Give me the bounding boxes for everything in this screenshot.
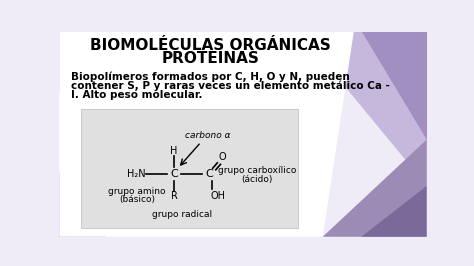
Text: H₂N: H₂N: [128, 169, 146, 179]
Text: (básico): (básico): [119, 194, 155, 203]
Text: grupo radical: grupo radical: [152, 210, 212, 219]
Text: I. Alto peso molecular.: I. Alto peso molecular.: [71, 90, 202, 100]
Text: PROTEINAS: PROTEINAS: [162, 51, 259, 66]
Polygon shape: [362, 32, 427, 140]
Polygon shape: [323, 140, 427, 237]
Text: grupo carboxílico: grupo carboxílico: [218, 166, 296, 175]
Text: C: C: [205, 169, 213, 179]
Polygon shape: [59, 32, 354, 237]
Polygon shape: [59, 32, 82, 94]
Text: contener S, P y raras veces un elemento metálico Ca -: contener S, P y raras veces un elemento …: [71, 81, 390, 91]
Text: H: H: [170, 146, 178, 156]
Text: BIOMOLÉCULAS ORGÁNICAS: BIOMOLÉCULAS ORGÁNICAS: [90, 38, 331, 53]
Text: carbono α: carbono α: [184, 131, 230, 140]
Text: O: O: [219, 152, 227, 162]
Text: (ácido): (ácido): [241, 175, 273, 184]
Polygon shape: [362, 186, 427, 237]
Bar: [81, 109, 298, 228]
Text: grupo amino: grupo amino: [108, 187, 165, 196]
Text: C: C: [170, 169, 178, 179]
Text: R: R: [171, 191, 177, 201]
Polygon shape: [59, 171, 106, 237]
Text: Biopolímeros formados por C, H, O y N, pueden: Biopolímeros formados por C, H, O y N, p…: [71, 71, 350, 82]
Polygon shape: [300, 32, 427, 186]
Text: OH: OH: [210, 191, 226, 201]
